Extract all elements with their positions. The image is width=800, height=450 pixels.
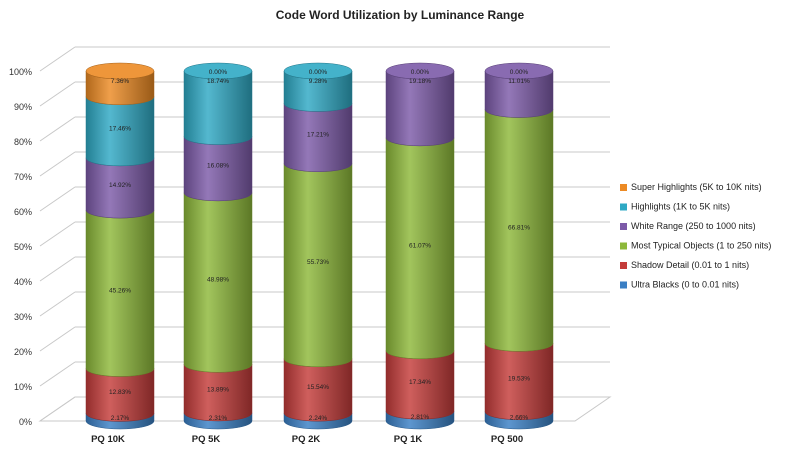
legend-swatch xyxy=(620,281,627,289)
x-tick-label: PQ 2K xyxy=(292,434,321,445)
legend-label: Super Highlights (5K to 10K nits) xyxy=(631,182,762,192)
y-tick-label: 70% xyxy=(14,172,32,182)
data-label: 16.08% xyxy=(207,163,229,170)
gridline-diagonal xyxy=(39,186,76,212)
y-tick-label: 10% xyxy=(14,382,32,392)
gridline-diagonal xyxy=(39,116,76,142)
gridline-diagonal xyxy=(39,291,76,317)
bar-top-cap xyxy=(183,62,253,80)
data-label: 61.07% xyxy=(409,242,431,249)
data-label: 9.28% xyxy=(309,78,328,85)
legend-label: White Range (250 to 1000 nits) xyxy=(631,221,756,231)
data-label: 2.24% xyxy=(309,415,328,422)
data-label: 66.81% xyxy=(508,224,530,231)
labels-layer: 2.17% 12.83% 45.26% 14.92% 17.46% 7.36% PQ 10K… xyxy=(91,69,530,445)
legend-label: Highlights (1K to 5K nits) xyxy=(631,202,730,212)
data-label: 15.54% xyxy=(307,384,329,391)
bar-top-cap xyxy=(85,62,155,80)
x-tick-label: PQ 1K xyxy=(394,434,423,445)
y-tick-label: 60% xyxy=(14,207,32,217)
y-tick-label: 90% xyxy=(14,102,32,112)
x-tick-label: PQ 500 xyxy=(491,434,523,445)
y-tick-label: 80% xyxy=(14,137,32,147)
y-tick-label: 30% xyxy=(14,312,32,322)
y-tick-label: 0% xyxy=(19,417,32,427)
legend-label: Most Typical Objects (1 to 250 nits) xyxy=(631,241,771,251)
data-label: 0.00% xyxy=(510,69,529,76)
data-label: 0.00% xyxy=(209,69,228,76)
legend-swatch xyxy=(620,184,627,191)
x-tick-label: PQ 5K xyxy=(192,434,221,445)
x-tick-label: PQ 10K xyxy=(91,434,125,445)
legend-swatch xyxy=(620,223,627,230)
y-tick-label: 40% xyxy=(14,277,32,287)
legend-label: Ultra Blacks (0 to 0.01 nits) xyxy=(631,280,739,290)
gridline-diagonal xyxy=(39,361,76,387)
data-label: 19.18% xyxy=(409,78,431,85)
data-label: 45.26% xyxy=(109,287,131,294)
bar-top-cap xyxy=(484,62,554,80)
data-label: 11.01% xyxy=(508,78,530,85)
chart-title: Code Word Utilization by Luminance Range xyxy=(275,8,525,22)
legend-swatch xyxy=(620,262,627,269)
y-tick-label: 50% xyxy=(14,242,32,252)
gridline-diagonal xyxy=(39,46,76,72)
data-label: 0.00% xyxy=(309,69,328,76)
bar-top-cap xyxy=(385,62,455,80)
data-label: 0.00% xyxy=(411,69,430,76)
legend-swatch xyxy=(620,203,627,211)
data-label: 19.53% xyxy=(508,376,530,383)
data-label: 18.74% xyxy=(207,78,229,85)
data-label: 7.36% xyxy=(111,78,130,85)
y-tick-label: 100% xyxy=(9,67,32,77)
legend: Super Highlights (5K to 10K nits) Highlig… xyxy=(620,182,771,290)
data-label: 2.17% xyxy=(111,415,130,422)
y-tick-label: 20% xyxy=(14,347,32,357)
legend-label: Shadow Detail (0.01 to 1 nits) xyxy=(631,260,749,270)
data-label: 12.83% xyxy=(109,389,131,396)
data-label: 55.73% xyxy=(307,259,329,266)
data-label: 17.46% xyxy=(109,125,131,132)
bar-top-cap xyxy=(283,62,353,80)
data-label: 2.31% xyxy=(209,415,228,422)
data-label: 48.98% xyxy=(207,277,229,284)
gridline-diagonal xyxy=(39,151,76,177)
bars-layer xyxy=(85,62,554,430)
legend-swatch xyxy=(620,242,627,250)
data-label: 14.92% xyxy=(109,182,131,189)
gridline-diagonal xyxy=(39,221,76,247)
gridline-diagonal xyxy=(39,256,76,282)
data-label: 2.66% xyxy=(510,414,529,421)
data-label: 17.21% xyxy=(307,132,329,139)
gridline-diagonal xyxy=(39,81,76,107)
data-label: 13.89% xyxy=(207,387,229,394)
data-label: 2.81% xyxy=(411,414,430,421)
data-label: 17.34% xyxy=(409,379,431,386)
gridline-diagonal xyxy=(39,326,76,352)
